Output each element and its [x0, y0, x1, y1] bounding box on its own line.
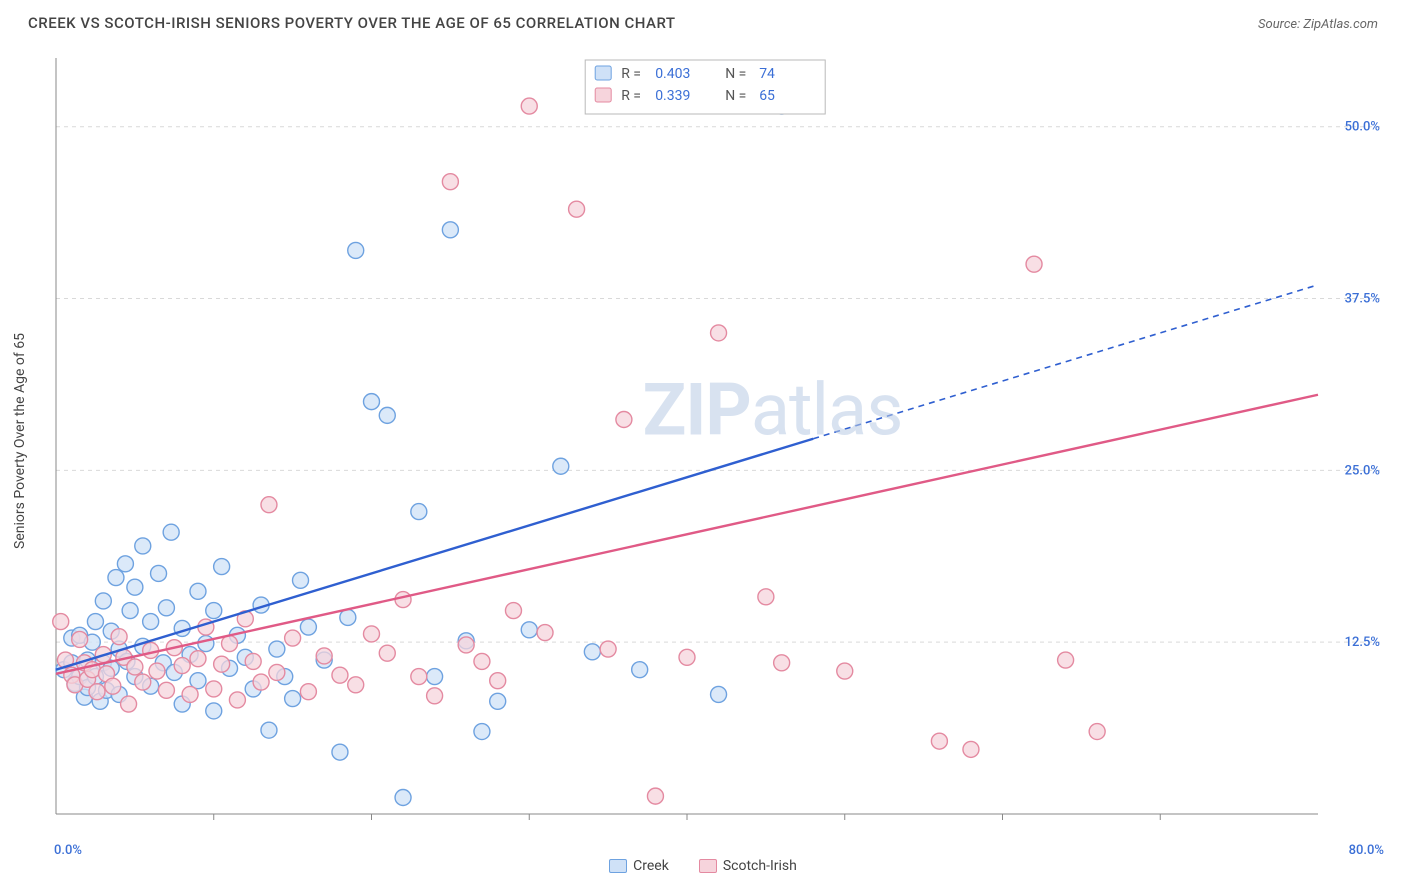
x-axis-origin-label: 0.0% [54, 843, 82, 858]
legend-label: Scotch-Irish [723, 858, 797, 874]
scatter-plot: 12.5% 25.0% 37.5% 50.0% R = 0.403 N = 74 R = 0.33… [50, 50, 1388, 832]
legend-item: Creek [609, 858, 669, 874]
y-axis-label: Seniors Poverty Over the Age of 65 [12, 333, 28, 549]
svg-text:R =: R = [621, 88, 641, 104]
legend-item: Scotch-Irish [699, 858, 797, 874]
source-credit: Source: ZipAtlas.com [1258, 17, 1378, 32]
legend-label: Creek [633, 858, 669, 874]
svg-text:N =: N = [725, 88, 746, 104]
svg-text:37.5%: 37.5% [1345, 292, 1380, 307]
plot-area: Seniors Poverty Over the Age of 65 12.5%… [50, 50, 1388, 832]
legend-swatch [699, 859, 717, 873]
svg-text:74: 74 [759, 66, 775, 82]
svg-text:R =: R = [621, 66, 641, 82]
chart-title: CREEK VS SCOTCH-IRISH SENIORS POVERTY OV… [28, 14, 676, 32]
svg-text:25.0%: 25.0% [1345, 463, 1380, 478]
svg-text:N =: N = [725, 66, 746, 82]
svg-text:50.0%: 50.0% [1345, 120, 1380, 135]
svg-text:0.403: 0.403 [655, 66, 690, 82]
series-legend: Creek Scotch-Irish [0, 858, 1406, 874]
svg-text:65: 65 [759, 88, 775, 104]
legend-swatch [609, 859, 627, 873]
svg-text:0.339: 0.339 [655, 88, 690, 104]
x-axis-max-label: 80.0% [1349, 843, 1384, 858]
svg-text:12.5%: 12.5% [1345, 635, 1380, 650]
